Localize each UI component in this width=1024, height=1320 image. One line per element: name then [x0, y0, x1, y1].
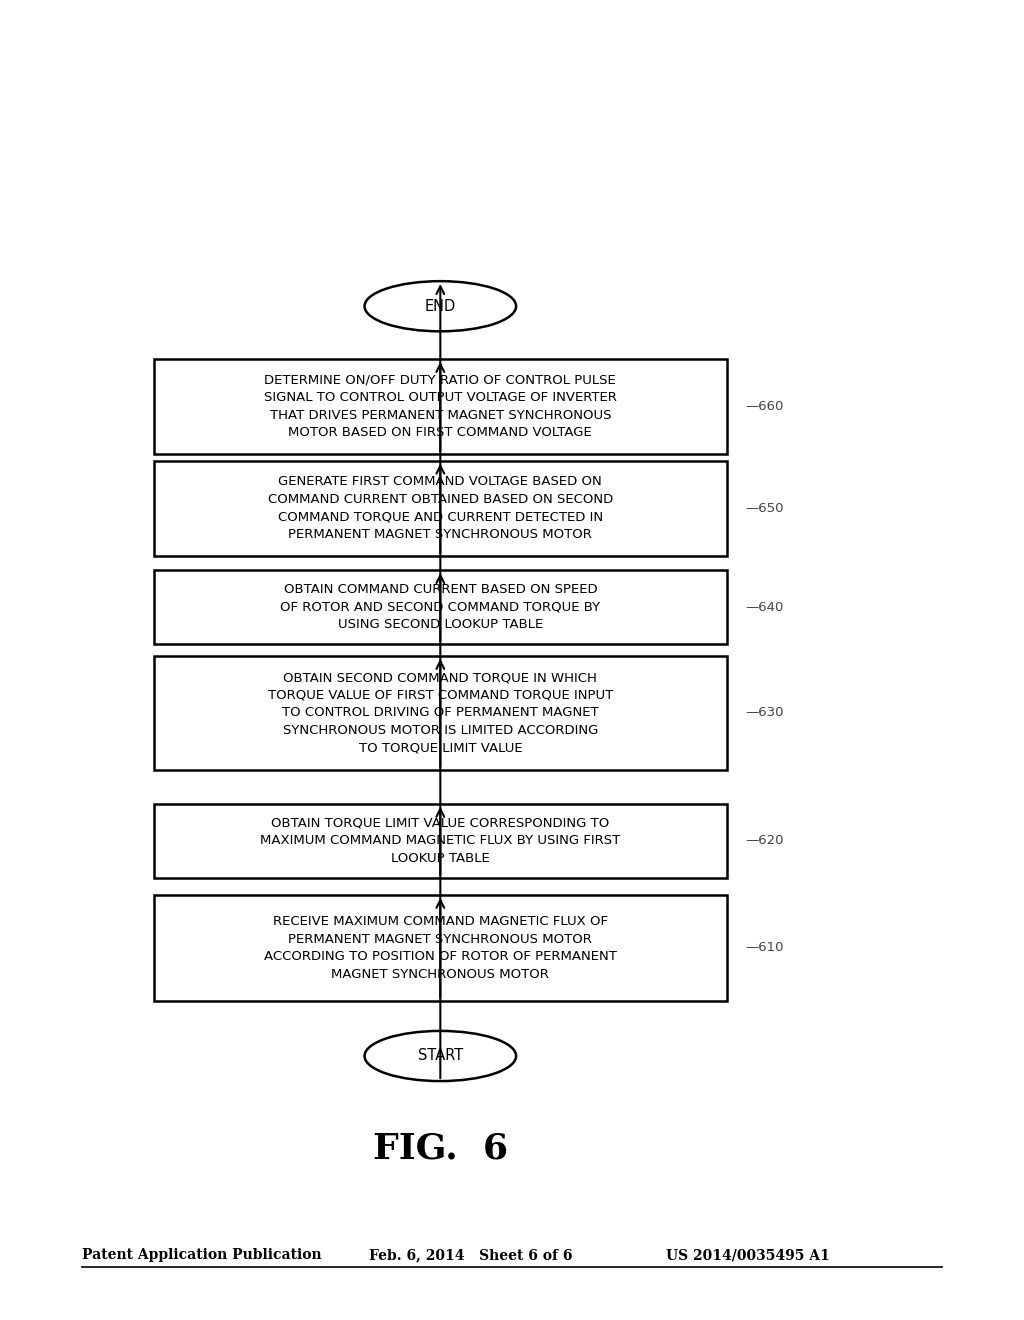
Text: OBTAIN TORQUE LIMIT VALUE CORRESPONDING TO
MAXIMUM COMMAND MAGNETIC FLUX BY USIN: OBTAIN TORQUE LIMIT VALUE CORRESPONDING … [260, 817, 621, 865]
FancyBboxPatch shape [154, 461, 727, 556]
Ellipse shape [365, 1031, 516, 1081]
Text: FIG.  6: FIG. 6 [373, 1131, 508, 1166]
Text: END: END [425, 298, 456, 314]
Text: Patent Application Publication: Patent Application Publication [82, 1249, 322, 1262]
Text: OBTAIN COMMAND CURRENT BASED ON SPEED
OF ROTOR AND SECOND COMMAND TORQUE BY
USIN: OBTAIN COMMAND CURRENT BASED ON SPEED OF… [281, 583, 600, 631]
Text: —620: —620 [745, 834, 783, 847]
Text: OBTAIN SECOND COMMAND TORQUE IN WHICH
TORQUE VALUE OF FIRST COMMAND TORQUE INPUT: OBTAIN SECOND COMMAND TORQUE IN WHICH TO… [267, 672, 613, 754]
Text: —660: —660 [745, 400, 783, 413]
FancyBboxPatch shape [154, 656, 727, 770]
Text: US 2014/0035495 A1: US 2014/0035495 A1 [666, 1249, 829, 1262]
Text: —610: —610 [745, 941, 783, 954]
Text: —650: —650 [745, 502, 783, 515]
Text: RECEIVE MAXIMUM COMMAND MAGNETIC FLUX OF
PERMANENT MAGNET SYNCHRONOUS MOTOR
ACCO: RECEIVE MAXIMUM COMMAND MAGNETIC FLUX OF… [264, 915, 616, 981]
Ellipse shape [365, 281, 516, 331]
Text: —630: —630 [745, 706, 783, 719]
FancyBboxPatch shape [154, 804, 727, 878]
FancyBboxPatch shape [154, 570, 727, 644]
Text: DETERMINE ON/OFF DUTY RATIO OF CONTROL PULSE
SIGNAL TO CONTROL OUTPUT VOLTAGE OF: DETERMINE ON/OFF DUTY RATIO OF CONTROL P… [264, 374, 616, 440]
FancyBboxPatch shape [154, 359, 727, 454]
Text: GENERATE FIRST COMMAND VOLTAGE BASED ON
COMMAND CURRENT OBTAINED BASED ON SECOND: GENERATE FIRST COMMAND VOLTAGE BASED ON … [267, 475, 613, 541]
Text: Feb. 6, 2014   Sheet 6 of 6: Feb. 6, 2014 Sheet 6 of 6 [369, 1249, 572, 1262]
Text: START: START [418, 1048, 463, 1064]
Text: —640: —640 [745, 601, 783, 614]
FancyBboxPatch shape [154, 895, 727, 1001]
